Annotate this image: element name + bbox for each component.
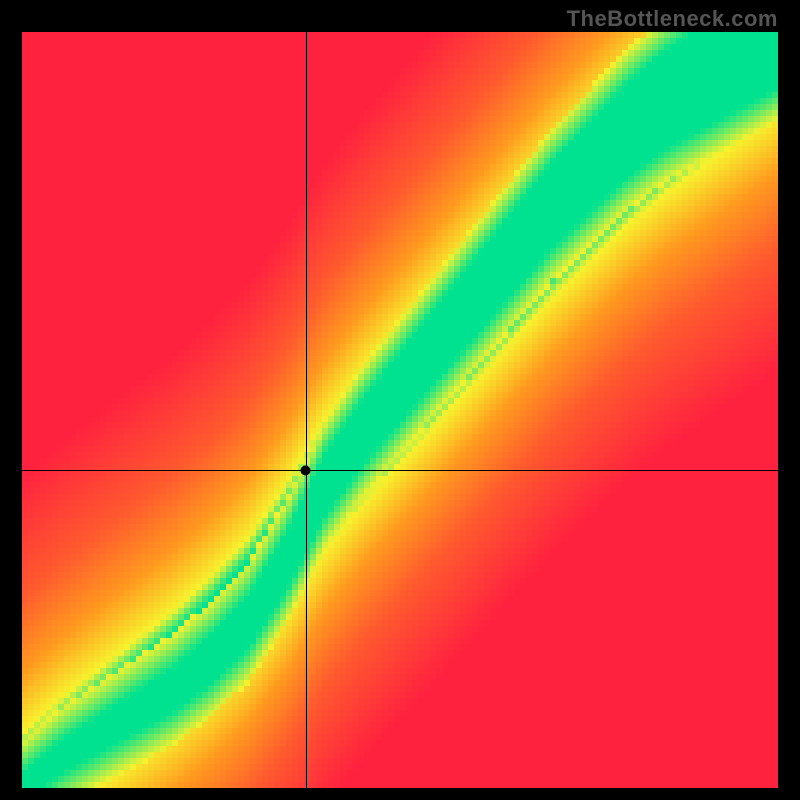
watermark-label: TheBottleneck.com [567, 6, 778, 32]
bottleneck-heatmap [0, 0, 800, 800]
chart-container: TheBottleneck.com [0, 0, 800, 800]
